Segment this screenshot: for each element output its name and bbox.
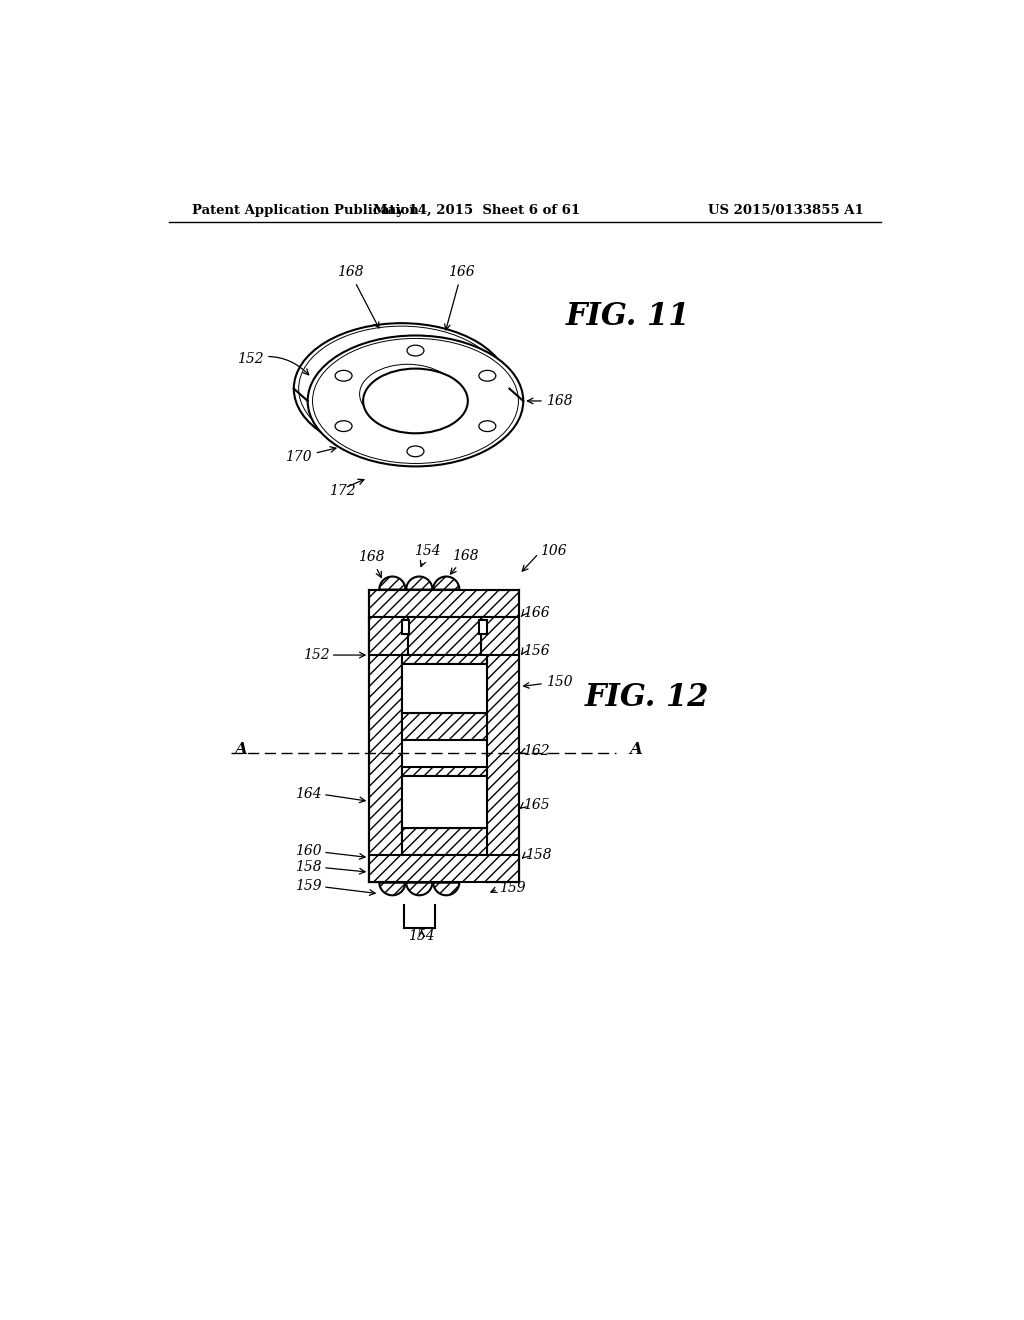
Text: 158: 158 — [295, 859, 322, 874]
Bar — [370, 590, 519, 616]
Bar — [408, 616, 481, 655]
Text: Patent Application Publication: Patent Application Publication — [193, 205, 419, 218]
Text: FIG. 12: FIG. 12 — [585, 682, 710, 713]
Text: 165: 165 — [523, 799, 550, 812]
Bar — [401, 664, 487, 713]
Ellipse shape — [407, 446, 424, 457]
Ellipse shape — [407, 345, 424, 356]
Text: 166: 166 — [523, 606, 550, 619]
Text: 152: 152 — [237, 351, 308, 375]
Text: 106: 106 — [541, 544, 567, 558]
Text: A: A — [630, 742, 642, 758]
Bar — [370, 855, 519, 882]
Polygon shape — [407, 577, 432, 590]
Text: 160: 160 — [295, 845, 322, 858]
Ellipse shape — [479, 421, 496, 432]
Text: 159: 159 — [295, 879, 322, 894]
Bar — [401, 776, 487, 829]
Text: 168: 168 — [337, 265, 379, 327]
Text: A: A — [234, 742, 248, 758]
Ellipse shape — [364, 368, 468, 433]
Ellipse shape — [479, 371, 496, 381]
Bar — [401, 829, 487, 855]
Text: 156: 156 — [523, 644, 550, 659]
Bar — [401, 655, 487, 664]
Polygon shape — [433, 577, 460, 590]
Text: 159: 159 — [499, 882, 525, 895]
Bar — [401, 713, 487, 739]
Polygon shape — [433, 882, 460, 895]
Text: 154: 154 — [414, 544, 440, 566]
Ellipse shape — [307, 335, 523, 466]
Text: US 2015/0133855 A1: US 2015/0133855 A1 — [708, 205, 864, 218]
Polygon shape — [379, 882, 406, 895]
Bar — [370, 616, 401, 882]
Text: May 14, 2015  Sheet 6 of 61: May 14, 2015 Sheet 6 of 61 — [374, 205, 581, 218]
Text: 168: 168 — [451, 549, 479, 574]
Bar — [479, 620, 487, 635]
Bar — [370, 616, 408, 655]
Ellipse shape — [335, 371, 352, 381]
Bar — [481, 616, 519, 655]
Text: 150: 150 — [547, 675, 573, 689]
Text: 162: 162 — [523, 744, 550, 758]
Bar — [487, 616, 519, 882]
Text: 152: 152 — [303, 648, 330, 663]
Text: 168: 168 — [357, 550, 384, 577]
Ellipse shape — [335, 421, 352, 432]
Text: 168: 168 — [547, 393, 573, 408]
Text: 170: 170 — [285, 446, 336, 465]
Text: 158: 158 — [524, 849, 552, 862]
Text: FIG. 11: FIG. 11 — [565, 301, 690, 331]
Bar — [401, 620, 410, 635]
Text: 164: 164 — [295, 787, 322, 801]
Text: 154: 154 — [409, 929, 435, 942]
Text: 172: 172 — [330, 484, 356, 498]
Polygon shape — [379, 577, 406, 590]
Polygon shape — [407, 882, 432, 895]
Text: 166: 166 — [444, 265, 475, 330]
Bar — [401, 767, 487, 776]
